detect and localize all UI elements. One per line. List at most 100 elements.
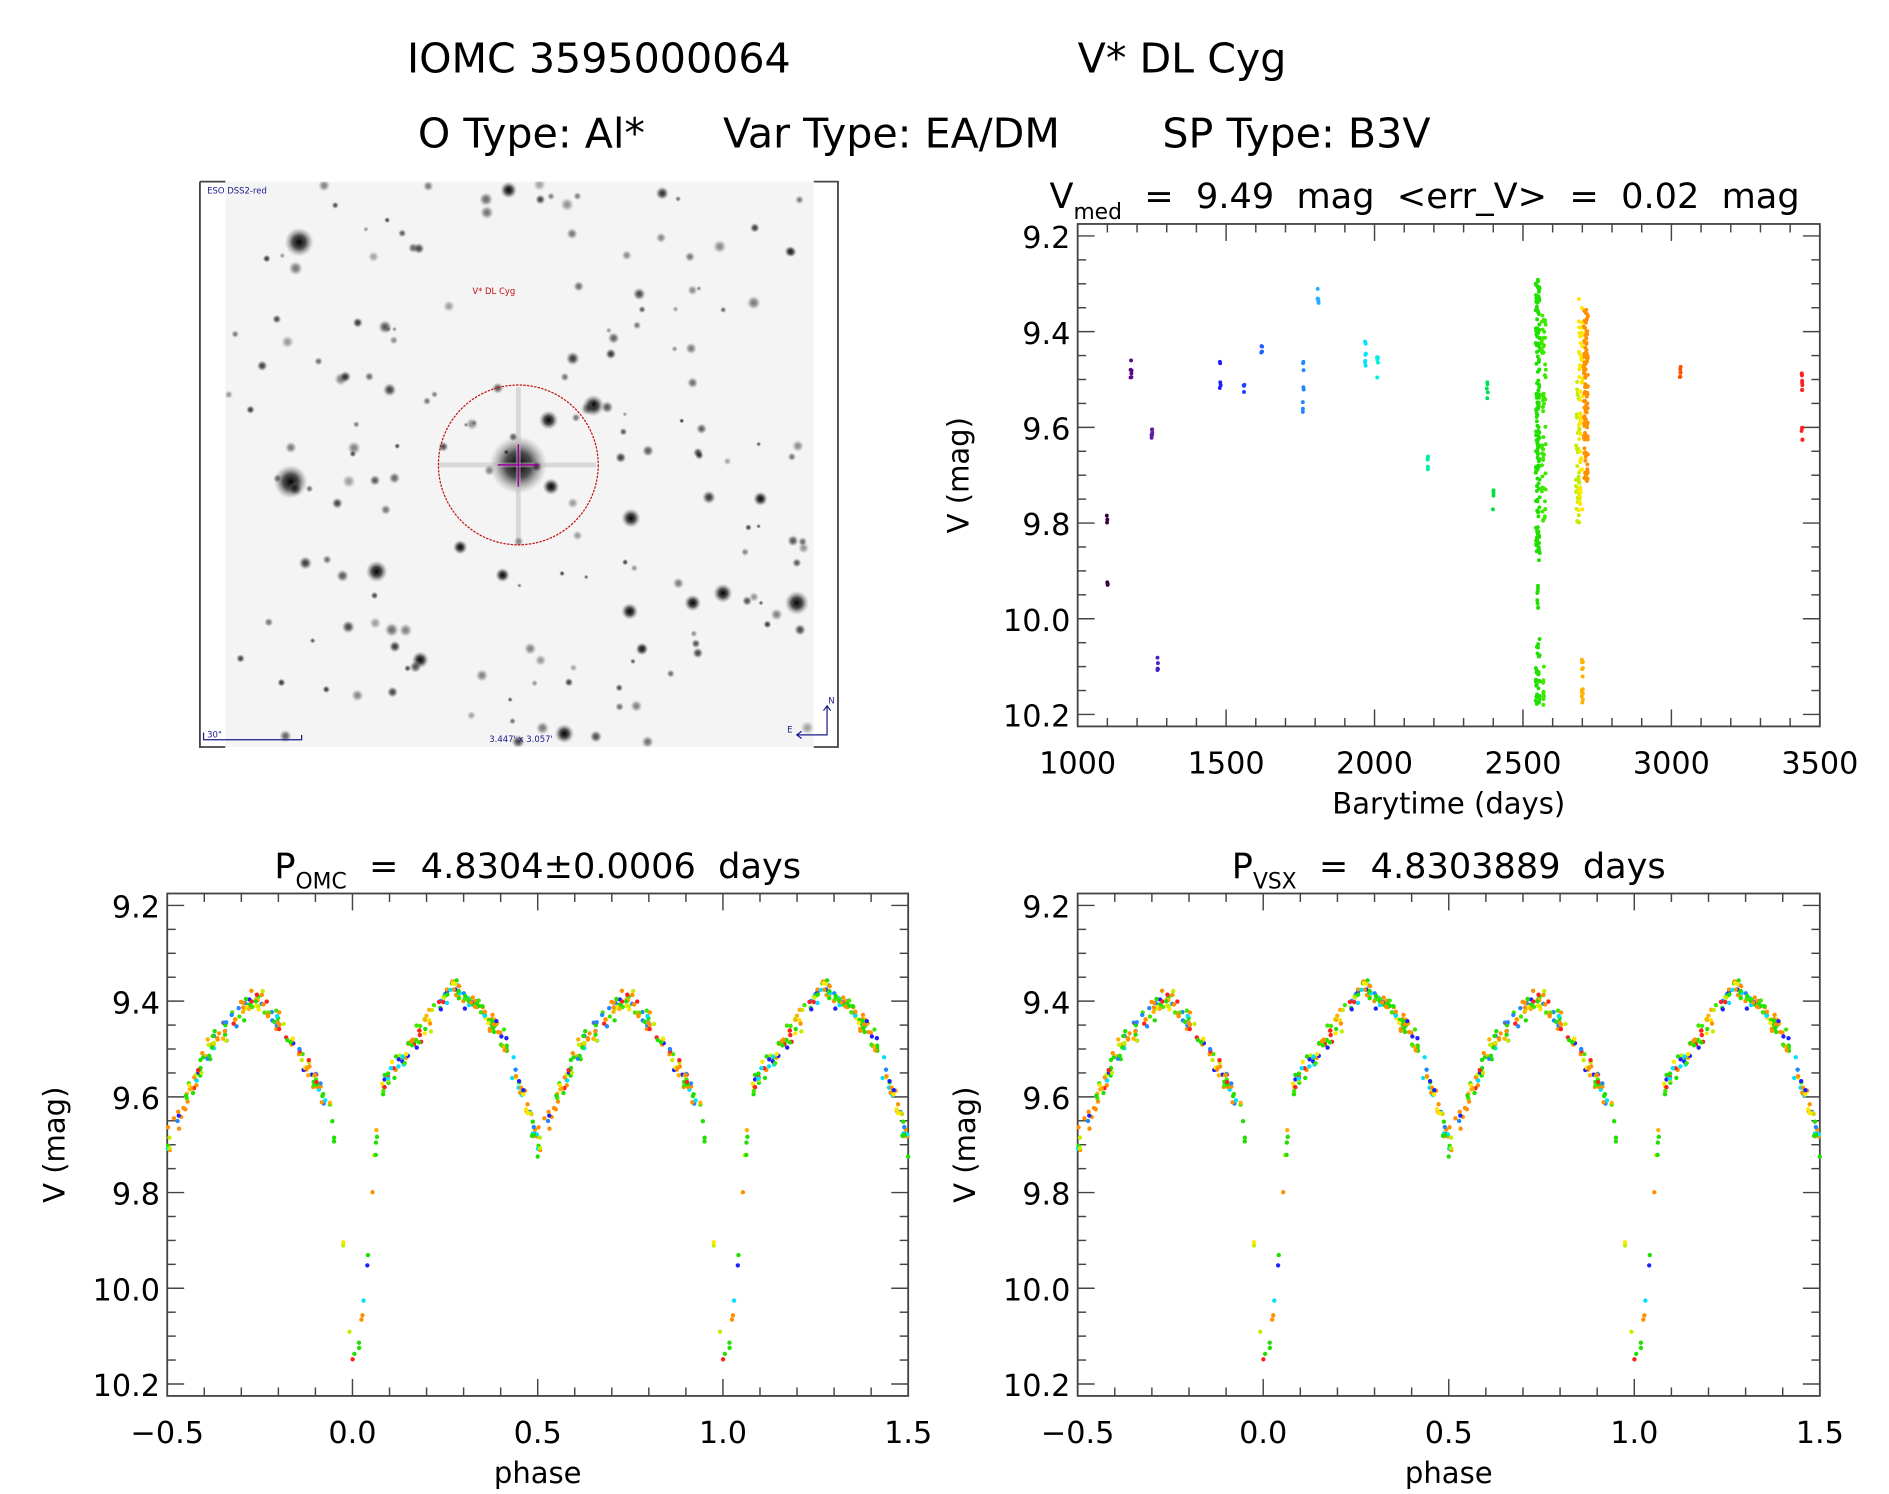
data-point [1543,397,1548,402]
data-point [516,1078,522,1084]
field-star [341,474,356,489]
data-point [902,1124,907,1130]
data-point [1744,1006,1750,1011]
data-point [513,1074,519,1079]
data-point [1198,1040,1204,1045]
data-point [561,1090,566,1096]
data-point [194,1083,199,1088]
data-point [1389,1010,1394,1015]
field-star [409,660,422,674]
crosshair-icon [497,444,539,487]
data-point [1583,473,1588,478]
data-point [1233,1098,1239,1103]
data-point [1267,1345,1273,1351]
data-point [1535,651,1540,656]
data-point [1584,351,1589,356]
data-point [1424,1074,1430,1079]
data-point [1570,1040,1575,1045]
field-star [792,558,802,568]
data-point [1536,545,1541,550]
data-point [606,1005,612,1011]
data-point [799,1029,804,1034]
data-point [1541,992,1546,998]
data-point [611,1000,616,1005]
data-point [1171,988,1176,994]
data-point [1629,1329,1634,1334]
data-point [1531,999,1536,1004]
data-point [1491,488,1496,493]
data-point [1642,1313,1647,1318]
data-point [1402,1022,1408,1027]
data-point [1275,1263,1281,1268]
data-point [1812,1119,1818,1124]
data-point [1328,1023,1334,1029]
data-point [494,1018,499,1024]
data-point [1281,1190,1286,1195]
data-point [1582,446,1587,451]
x-tick-label: 1500 [1188,747,1265,782]
data-point [1492,1033,1497,1039]
field-star [256,360,268,372]
data-point [901,1119,906,1124]
data-point [1585,401,1590,406]
data-point [1578,494,1582,499]
data-point [1320,1043,1326,1048]
data-point [1425,457,1430,462]
data-point [382,1085,387,1090]
data-point [1525,996,1530,1002]
data-point [766,1064,772,1069]
data-point [1426,454,1431,459]
data-point [1362,987,1367,992]
field-star [483,464,495,477]
data-point [1307,1057,1312,1062]
data-point [389,1059,395,1064]
data-point [1534,682,1539,687]
data-point [1535,508,1540,513]
data-point [1537,637,1542,641]
data-point [1578,414,1583,419]
data-point [762,1075,768,1081]
data-point [1097,1082,1103,1088]
data-point [469,1000,474,1005]
title-subscript: OMC [296,870,347,895]
data-point [1537,322,1542,327]
data-point [1709,1021,1715,1026]
data-point [670,1051,676,1057]
data-point [1077,1146,1083,1151]
data-point [1105,1078,1110,1083]
data-point [502,1048,507,1053]
data-point [1535,467,1540,472]
data-point [513,1067,518,1072]
data-point [1422,1055,1427,1060]
data-point [1125,1037,1131,1042]
data-point [1534,484,1539,488]
data-point [1127,1031,1132,1036]
y-axis-label: V (mag) [942,417,976,533]
data-point [1151,1009,1156,1015]
data-point [1160,1004,1166,1010]
data-point [905,1154,911,1159]
data-point [1577,349,1581,354]
data-point [702,1139,707,1144]
field-star [784,590,809,616]
data-point [409,1043,415,1048]
data-point [1638,1340,1644,1345]
field-star [305,484,314,493]
data-point [1217,359,1222,364]
data-point [1333,1017,1339,1023]
field-star [422,396,432,406]
data-point [1260,349,1264,354]
data-point [1675,1054,1681,1059]
data-point [1391,1003,1396,1009]
data-point [593,1032,598,1037]
data-point [1575,379,1580,384]
field-star [605,348,617,360]
data-point [1491,1045,1496,1050]
field-star [605,327,612,334]
field-star [621,250,632,261]
data-point [1284,1140,1289,1145]
x-tick-label: 0.0 [328,1416,376,1451]
data-point [1762,1003,1767,1009]
data-point [1805,1107,1811,1112]
